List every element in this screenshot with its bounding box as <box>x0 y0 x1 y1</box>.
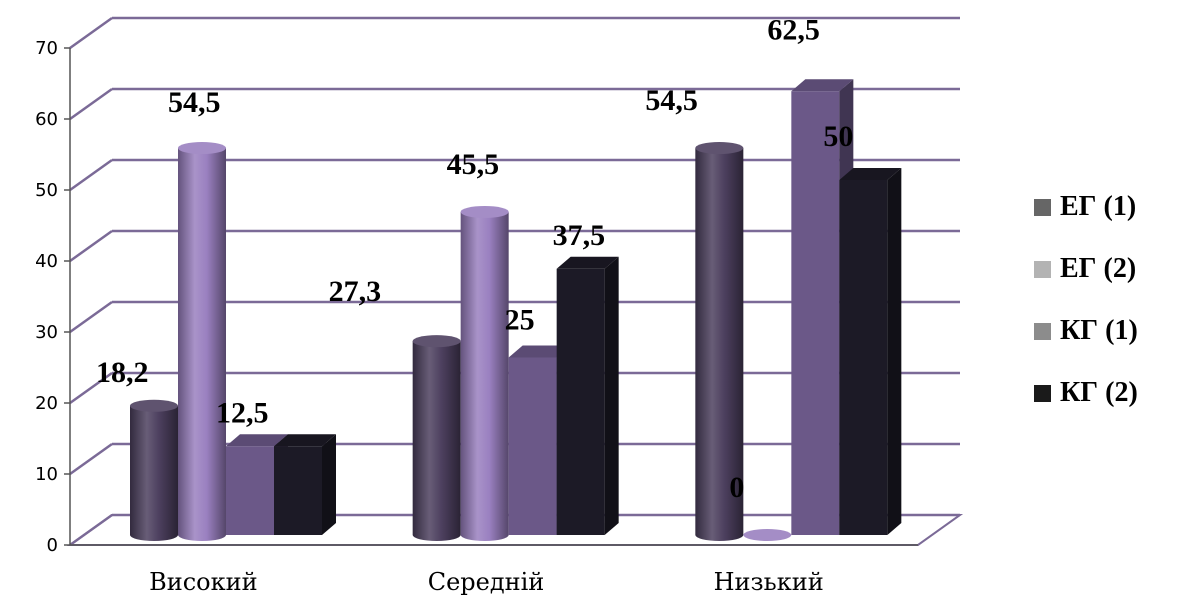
gridline-side <box>69 87 113 121</box>
y-tick-label: 70 <box>35 38 58 59</box>
bar <box>695 142 744 542</box>
legend-item-eg1: ЕГ (1) <box>1034 191 1174 222</box>
bar-top <box>791 79 854 92</box>
bar-side <box>604 256 619 535</box>
bar <box>412 335 461 541</box>
legend-swatch-eg1 <box>1034 198 1051 216</box>
gridline-side <box>69 158 113 192</box>
y-tick-label: 30 <box>35 322 58 343</box>
bar-top <box>743 529 792 541</box>
bar-top <box>460 205 509 218</box>
bar-front <box>791 91 840 535</box>
bar-front <box>839 180 888 535</box>
data-label: 45,5 <box>447 148 500 181</box>
x-category-label: Низький <box>714 568 824 596</box>
bar-side <box>322 434 336 535</box>
bar <box>743 529 792 541</box>
axis-layer: 0 10 20 30 40 50 60 70 Високий Середній Низький <box>35 38 918 596</box>
data-label: 0 <box>729 471 744 504</box>
bar-front <box>508 357 557 535</box>
bar-body <box>130 405 178 541</box>
legend: ЕГ (1) ЕГ (2) КГ (1) КГ (2) <box>1034 191 1174 441</box>
x-category-label: Високий <box>149 568 258 596</box>
y-tick-label: 10 <box>35 464 58 485</box>
bar <box>839 168 902 535</box>
bar-top <box>508 345 571 358</box>
bar-front <box>226 446 274 535</box>
bar-body <box>695 148 744 542</box>
data-label: 27,3 <box>329 275 382 308</box>
bar-top <box>274 434 336 447</box>
y-tick-label: 40 <box>35 251 58 272</box>
labels-layer: 18,2 54,5 12,5 27,3 45,5 25 37,5 54,5 0 62,5 50 <box>96 13 853 504</box>
bar <box>130 399 178 541</box>
data-label: 62,5 <box>767 13 820 46</box>
bar-top <box>839 168 902 180</box>
bar-top <box>695 142 744 155</box>
gridline-side <box>69 16 113 50</box>
gridline-side <box>69 229 113 263</box>
bar-top <box>556 256 619 269</box>
legend-label-kg1: КГ (1) <box>1060 315 1138 346</box>
bars-layer <box>130 79 902 542</box>
y-tick-label: 0 <box>47 535 58 556</box>
legend-swatch-kg2 <box>1034 384 1051 402</box>
bar-front <box>274 446 322 535</box>
legend-swatch-eg2 <box>1034 260 1051 278</box>
gridline-side <box>69 371 113 405</box>
bar <box>178 142 226 542</box>
data-label: 25 <box>505 304 535 337</box>
bar-body <box>412 341 461 541</box>
bar-top <box>412 335 461 348</box>
bar <box>556 256 619 535</box>
y-tick-label: 60 <box>35 109 58 130</box>
bar-top <box>130 399 178 412</box>
bar-top <box>178 142 226 155</box>
data-label: 50 <box>823 120 853 153</box>
data-label: 37,5 <box>553 219 606 252</box>
data-label: 54,5 <box>645 84 698 117</box>
legend-label-kg2: КГ (2) <box>1060 377 1138 408</box>
gridline-side <box>69 513 113 547</box>
legend-swatch-kg1 <box>1034 322 1051 340</box>
bar-top <box>226 434 288 447</box>
bar-side <box>887 168 902 535</box>
bar-body <box>178 148 226 542</box>
bar <box>274 434 336 535</box>
x-category-label: Середній <box>428 568 545 596</box>
legend-label-eg1: ЕГ (1) <box>1060 191 1137 222</box>
legend-item-kg1: КГ (1) <box>1034 315 1174 346</box>
gridline-side <box>69 442 113 476</box>
y-tick-label: 20 <box>35 393 58 414</box>
bar-front <box>556 268 605 535</box>
data-label: 12,5 <box>216 396 269 429</box>
legend-label-eg2: ЕГ (2) <box>1060 253 1137 284</box>
data-label: 54,5 <box>168 86 221 119</box>
data-label: 18,2 <box>96 356 149 389</box>
bar-body <box>460 211 509 541</box>
gridline-side <box>69 300 113 334</box>
y-tick-label: 50 <box>35 180 58 201</box>
bar <box>460 205 509 541</box>
legend-item-kg2: КГ (2) <box>1034 377 1174 408</box>
legend-item-eg2: ЕГ (2) <box>1034 253 1174 284</box>
